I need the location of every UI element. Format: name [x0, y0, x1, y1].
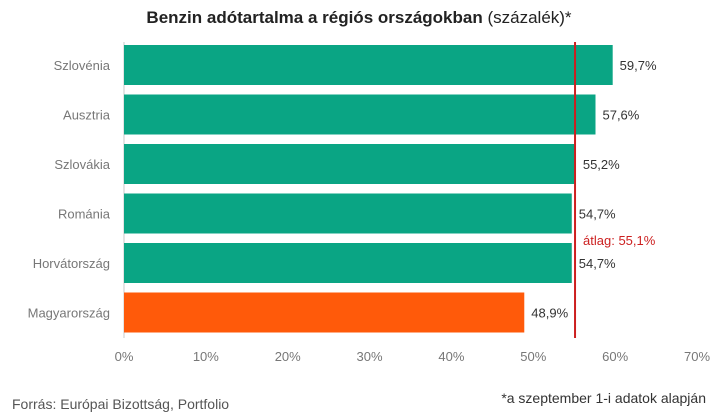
bar-2 — [124, 94, 596, 135]
category-label: Ausztria — [63, 108, 111, 123]
x-tick-label: 40% — [438, 349, 464, 364]
value-label: 59,7% — [620, 58, 657, 73]
chart-title: Benzin adótartalma a régiós országokban … — [0, 8, 718, 28]
x-tick-label: 70% — [684, 349, 710, 364]
category-label: Horvátország — [33, 256, 110, 271]
value-label: 54,7% — [579, 207, 616, 222]
bar-6 — [124, 292, 525, 333]
x-tick-label: 0% — [115, 349, 134, 364]
bar-3 — [124, 144, 576, 184]
category-label: Szlovénia — [54, 58, 111, 73]
bar-1 — [124, 45, 613, 85]
chart-title-unit: (százalék)* — [487, 8, 572, 27]
bar-4 — [124, 193, 572, 234]
x-tick-label: 20% — [275, 349, 301, 364]
value-label: 55,2% — [583, 157, 620, 172]
chart-title-main: Benzin adótartalma a régiós országokban — [146, 8, 483, 27]
category-label: Szlovákia — [54, 157, 110, 172]
x-tick-label: 60% — [602, 349, 628, 364]
x-tick-label: 50% — [520, 349, 546, 364]
category-label: Románia — [58, 207, 111, 222]
x-tick-label: 10% — [193, 349, 219, 364]
value-label: 57,6% — [602, 108, 639, 123]
x-tick-label: 30% — [357, 349, 383, 364]
category-label: Magyarország — [28, 306, 110, 321]
average-label: átlag: 55,1% — [583, 233, 656, 248]
footnote: *a szeptember 1-i adatok alapján — [501, 390, 706, 406]
value-label: 54,7% — [579, 256, 616, 271]
bar-5 — [124, 243, 572, 283]
value-label: 48,9% — [531, 306, 568, 321]
source-note: Forrás: Európai Bizottság, Portfolio — [12, 396, 230, 412]
